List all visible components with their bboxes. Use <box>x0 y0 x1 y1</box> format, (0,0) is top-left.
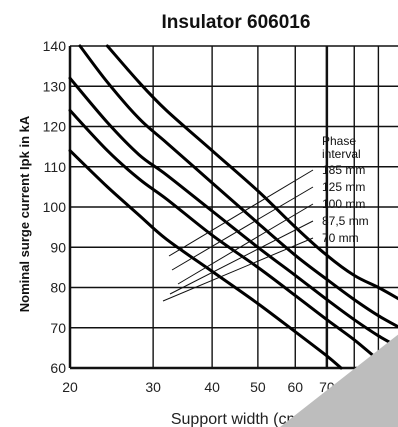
y-tick-label: 110 <box>44 159 67 175</box>
y-axis-label: Nominal surge current Ipk in kA <box>17 115 32 312</box>
x-axis-label: Support width (cm) <box>171 411 305 427</box>
y-tick-label: 70 <box>50 320 66 336</box>
grid <box>68 45 398 370</box>
legend-leader-line <box>168 169 314 257</box>
legend-entry: 87,5 mm <box>322 214 369 228</box>
legend-leader-line <box>177 203 314 285</box>
y-tick-label: 80 <box>50 280 66 296</box>
y-tick-label: 60 <box>50 360 66 376</box>
x-tick-label: 60 <box>287 379 303 395</box>
series-line <box>68 76 398 349</box>
x-tick-label: 40 <box>204 379 220 395</box>
chart-title: Insulator 606016 <box>162 12 311 33</box>
x-tick-label: 30 <box>145 379 161 395</box>
legend-entry: 70 mm <box>322 231 359 245</box>
y-tick-label: 130 <box>43 78 67 94</box>
legend-leader-line <box>171 186 314 271</box>
legend-leader-line <box>169 220 314 295</box>
x-tick-label: 20 <box>62 379 78 395</box>
legend-leader-line <box>162 237 314 302</box>
x-tick-label: 50 <box>250 379 266 395</box>
series-group <box>68 44 398 370</box>
series-line <box>78 44 398 329</box>
y-tick-label: 120 <box>43 119 67 135</box>
legend-entry: 125 mm <box>322 180 365 194</box>
corner-shading <box>280 334 398 427</box>
legend-title: Phase <box>322 134 356 148</box>
series-line <box>68 108 391 370</box>
legend-title: interval <box>322 147 361 161</box>
y-tick-label: 90 <box>50 239 66 255</box>
y-tick-label: 140 <box>43 38 67 54</box>
series-line <box>68 149 343 370</box>
legend-entry: 185 mm <box>322 163 365 177</box>
series-line <box>105 44 398 301</box>
y-tick-label: 100 <box>43 199 67 215</box>
y-tick-labels: 60 70 80 90 100 110 120 130 140 <box>43 38 67 376</box>
legend-entry: 100 mm <box>322 197 365 211</box>
